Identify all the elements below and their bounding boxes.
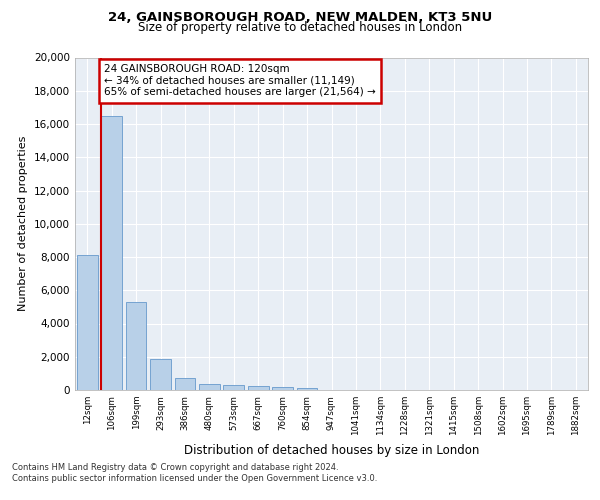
Text: Size of property relative to detached houses in London: Size of property relative to detached ho… (138, 22, 462, 35)
Bar (223, 386, 244, 390)
Bar (101, 116, 122, 390)
Bar (77, 256, 98, 390)
Bar (150, 359, 171, 390)
X-axis label: Distribution of detached houses by size in London: Distribution of detached houses by size … (184, 444, 479, 456)
Text: 24 GAINSBOROUGH ROAD: 120sqm
← 34% of detached houses are smaller (11,149)
65% o: 24 GAINSBOROUGH ROAD: 120sqm ← 34% of de… (104, 64, 376, 98)
Y-axis label: Number of detached properties: Number of detached properties (19, 136, 28, 312)
Bar (296, 388, 317, 390)
Text: 24, GAINSBOROUGH ROAD, NEW MALDEN, KT3 5NU: 24, GAINSBOROUGH ROAD, NEW MALDEN, KT3 5… (108, 11, 492, 24)
Text: Contains HM Land Registry data © Crown copyright and database right 2024.: Contains HM Land Registry data © Crown c… (12, 462, 338, 471)
Bar (272, 387, 293, 390)
Bar (199, 384, 220, 390)
Bar (175, 378, 196, 390)
Text: Contains public sector information licensed under the Open Government Licence v3: Contains public sector information licen… (12, 474, 377, 483)
Bar (125, 302, 146, 390)
Bar (248, 386, 269, 390)
